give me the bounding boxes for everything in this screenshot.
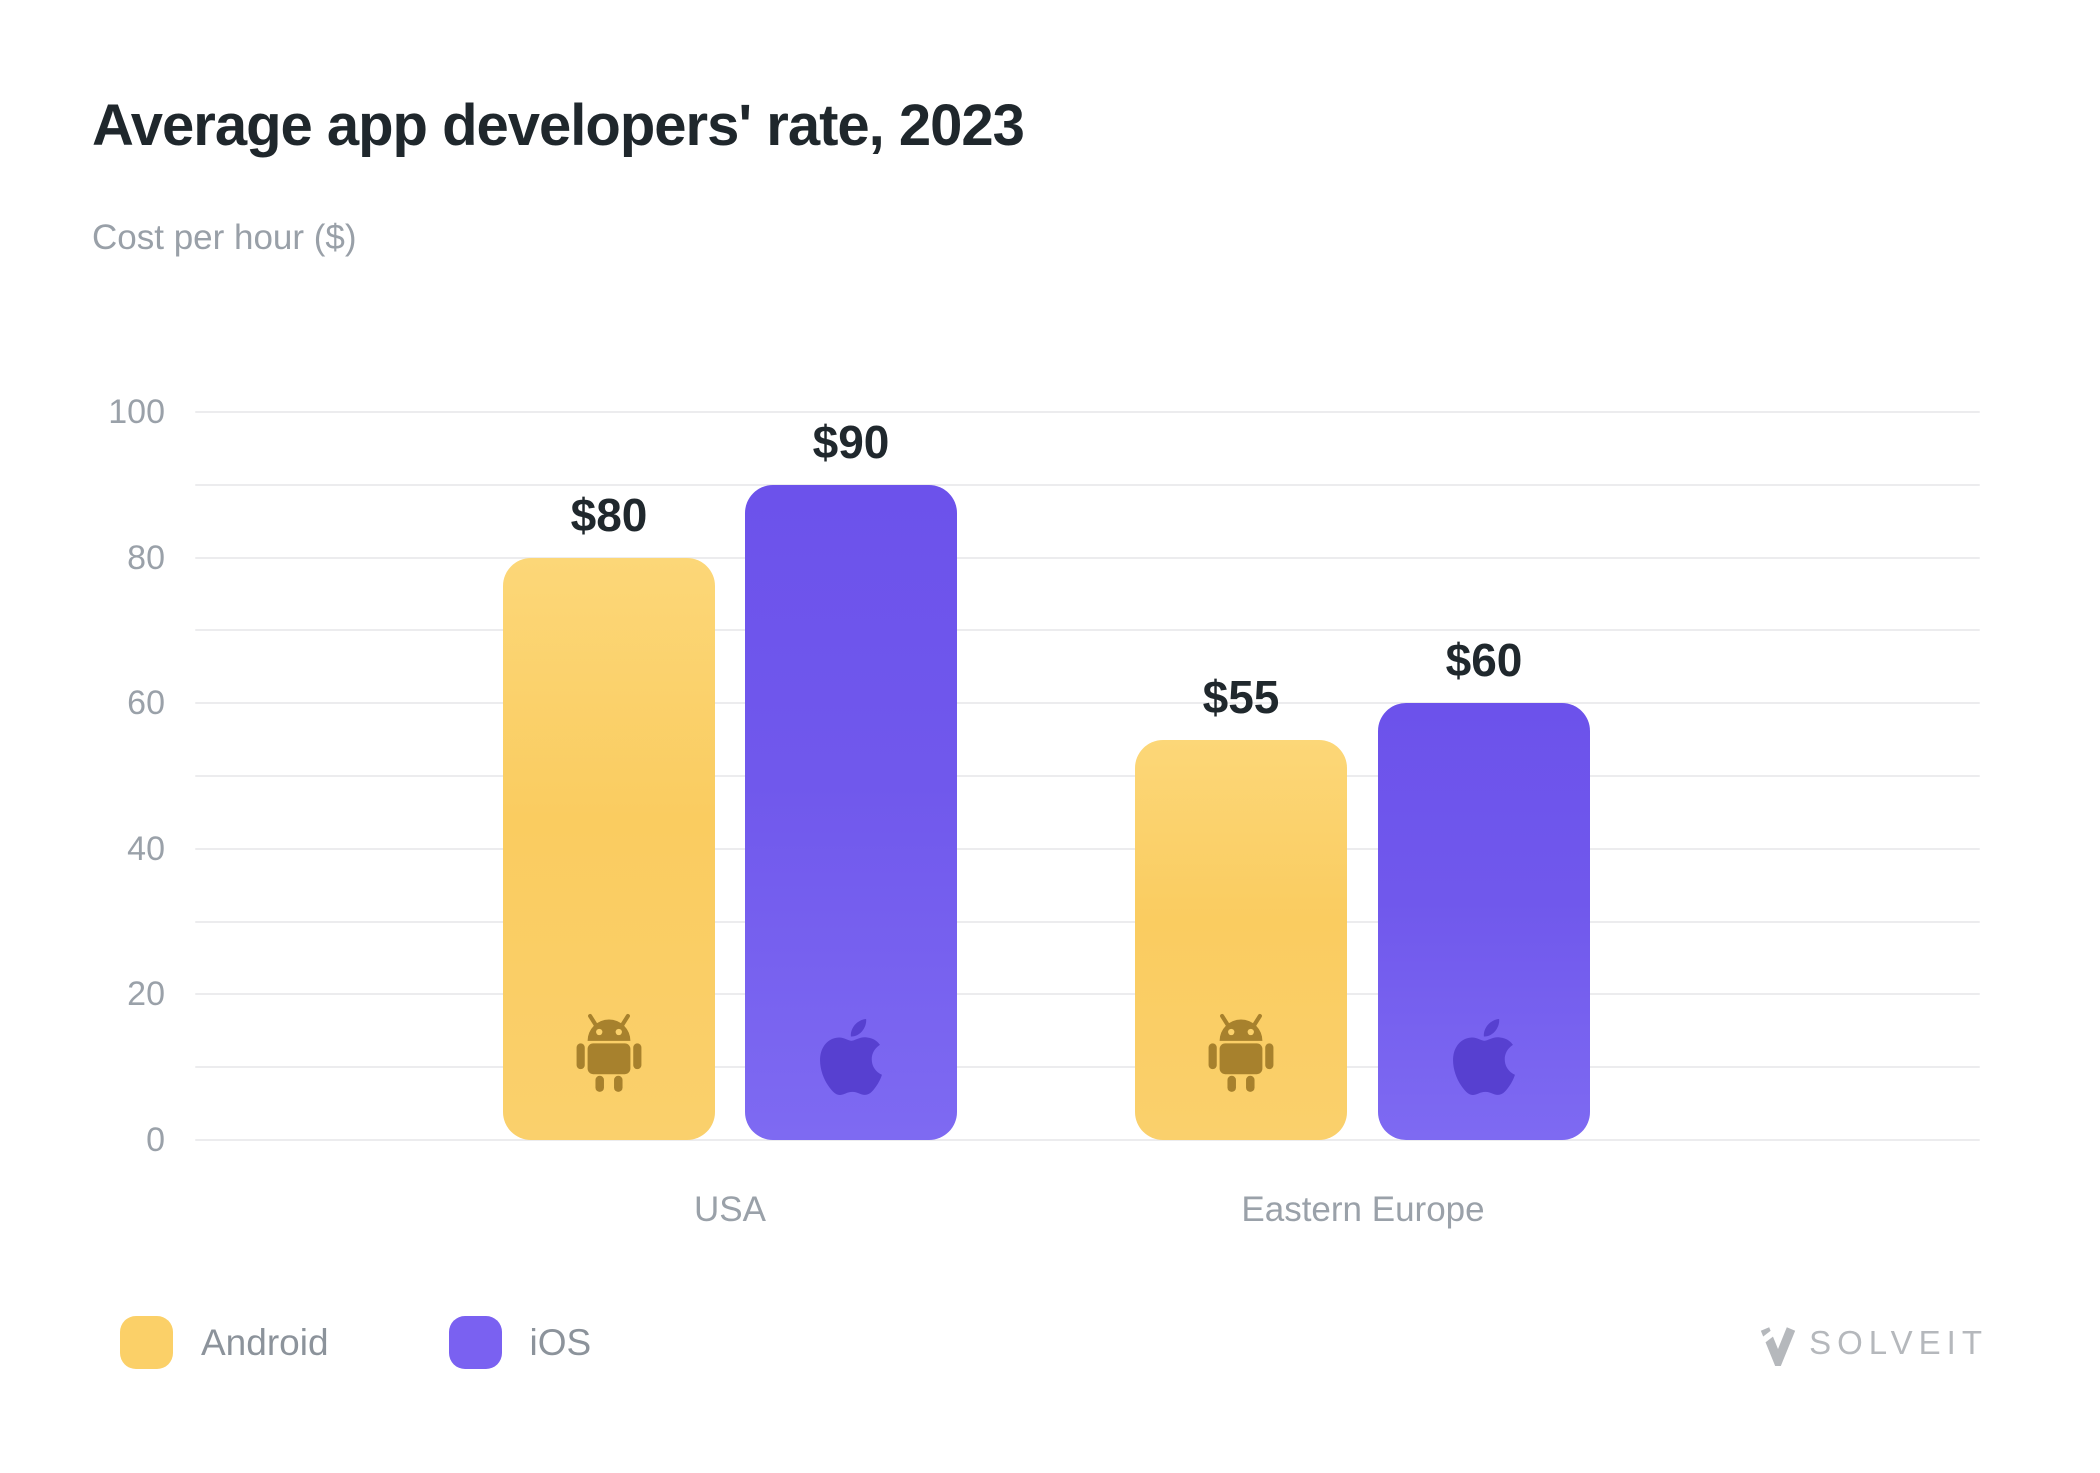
- gridline-80: [195, 556, 1980, 559]
- value-label-android-eastern-europe: $55: [1202, 670, 1280, 723]
- gridline-90: [195, 483, 1980, 486]
- gridline-20: [195, 993, 1980, 996]
- y-tick-label-60: 60: [127, 684, 165, 723]
- apple-icon: [813, 1019, 889, 1100]
- gridline-100: [195, 411, 1980, 413]
- bar-android-usa: $80: [503, 489, 715, 1140]
- android-legend-swatch: [120, 1316, 173, 1369]
- android-icon: [1203, 1010, 1279, 1100]
- gridline-50: [195, 775, 1980, 777]
- bar-ios-usa: $90: [745, 416, 957, 1140]
- ios-legend-swatch: [448, 1316, 502, 1369]
- gridline-10: [195, 1066, 1980, 1069]
- gridline-40: [195, 847, 1980, 850]
- y-tick-label-80: 80: [127, 538, 165, 577]
- value-label-android-usa: $80: [570, 488, 648, 541]
- solveit-logo-icon: [1759, 1320, 1797, 1366]
- plot-area: $80 $55: [195, 411, 1980, 1229]
- legend-item-android[interactable]: Android: [120, 1316, 329, 1369]
- value-label-ios-eastern-europe: $60: [1445, 634, 1523, 687]
- solveit-logo-text: SOLVEIT: [1809, 1324, 1988, 1361]
- y-tick-label-40: 40: [127, 829, 165, 868]
- legend-label-android: Android: [201, 1321, 329, 1363]
- x-axis-label-usa: USA: [694, 1190, 766, 1229]
- legend-label-ios: iOS: [529, 1321, 592, 1363]
- chart-title: Average app developers' rate, 2023: [92, 93, 1025, 158]
- legend: Android iOS: [120, 1316, 591, 1369]
- bar-ios-eastern-europe: $60: [1378, 634, 1590, 1140]
- gridline-30: [195, 920, 1980, 923]
- gridline-0: [195, 1139, 1980, 1141]
- y-tick-label-100: 100: [108, 393, 165, 431]
- gridline-70: [195, 629, 1980, 632]
- bar-android-eastern-europe: $55: [1135, 671, 1347, 1140]
- x-axis-label-eastern-europe: Eastern Europe: [1241, 1190, 1485, 1229]
- y-axis-title: Cost per hour ($): [92, 218, 357, 257]
- android-icon: [571, 1010, 647, 1100]
- value-label-ios-usa: $90: [812, 415, 890, 468]
- y-tick-label-20: 20: [127, 975, 165, 1014]
- solveit-logo: SOLVEIT: [1759, 1318, 1988, 1368]
- apple-icon: [1446, 1019, 1522, 1100]
- legend-item-ios[interactable]: iOS: [448, 1316, 592, 1369]
- gridline-60: [195, 702, 1980, 705]
- y-tick-label-0: 0: [146, 1121, 165, 1159]
